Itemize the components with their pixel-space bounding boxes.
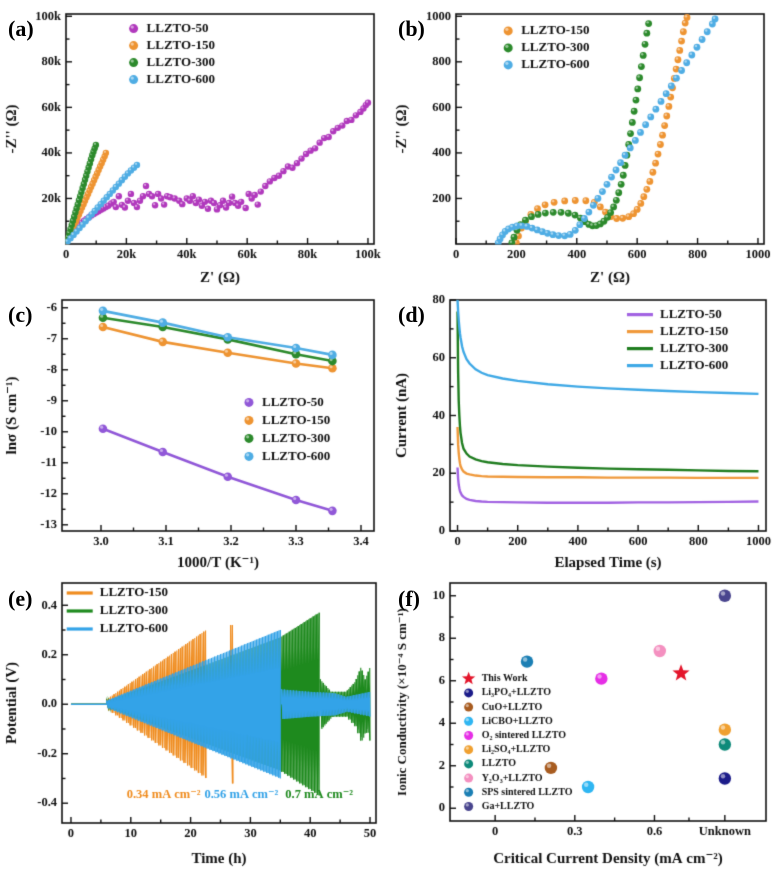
- panel-f-comparison-chart: [390, 575, 780, 871]
- panel-f-label: (f): [398, 586, 420, 611]
- panel-c-label: (c): [8, 302, 33, 327]
- panel-d-label: (d): [398, 302, 425, 327]
- panel-c-arrhenius-chart: [0, 290, 390, 575]
- panel-a-label: (a): [8, 16, 34, 41]
- panel-b-label: (b): [398, 16, 425, 41]
- panel-d-current-decay-chart: [390, 290, 780, 575]
- panel-b-nyquist-chart: [390, 0, 780, 290]
- panel-e-cycling-chart: [0, 575, 390, 871]
- panel-a-nyquist-chart: [0, 0, 390, 290]
- panel-e-label: (e): [8, 586, 33, 611]
